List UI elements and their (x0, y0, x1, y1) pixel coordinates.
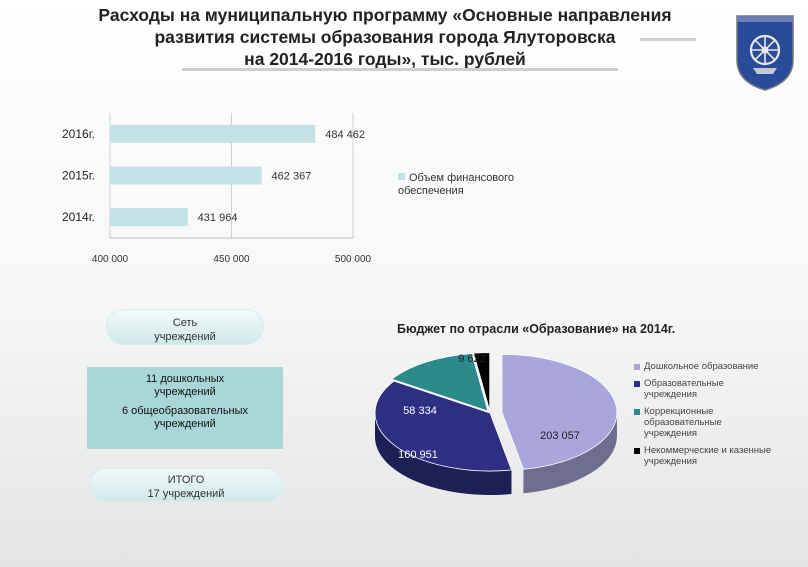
data-label: 484 462 (325, 129, 365, 141)
bar-chart-legend: Объем финансового обеспечения (398, 172, 538, 198)
pie-legend-label: учреждения (644, 389, 698, 400)
pie-data-label: 160 951 (398, 449, 438, 461)
title-underline-1 (640, 38, 696, 41)
x-tick-label: 400 000 (92, 254, 129, 265)
pie-chart-title: Бюджет по отрасли «Образование» на 2014г… (397, 322, 676, 336)
title-line-2: развития системы образования города Ялут… (154, 27, 616, 47)
coat-of-arms-icon (736, 15, 794, 91)
institutions-box: 11 дошкольных учреждений 6 общеобразоват… (87, 367, 283, 449)
x-tick-label: 500 000 (335, 254, 372, 265)
pie-legend-label: учреждения (644, 456, 698, 467)
legend-swatch (398, 173, 405, 180)
pie-slice-side (375, 413, 512, 495)
pie-legend-swatch (634, 448, 640, 454)
pie-slice (390, 353, 489, 412)
pie-data-label: 58 334 (403, 405, 437, 417)
pie-slice (501, 353, 618, 470)
bar (110, 166, 262, 185)
legend-label-line-1: Объем финансового (409, 172, 515, 184)
title-line-3: на 2014-2016 годы», тыс. рублей (244, 49, 526, 69)
pie-legend-label: Коррекционные (644, 406, 714, 417)
bar (110, 208, 188, 227)
category-label: 2015г. (62, 169, 95, 183)
network-header-line-2: учреждений (154, 331, 216, 343)
data-label: 462 367 (272, 171, 312, 183)
preschool-line-2: учреждений (154, 386, 216, 398)
pie-legend-swatch (634, 409, 640, 415)
pie-legend-label: Образовательные (644, 378, 724, 389)
data-label: 431 964 (198, 212, 238, 224)
budget-pie-chart: 203 057 160 951 58 334 9 622 (374, 352, 618, 495)
pie-legend-label: Дошкольное образование (644, 361, 759, 372)
pie-legend-swatch (634, 381, 640, 387)
pie-data-label: 203 057 (540, 430, 580, 442)
pie-legend-label: образовательные (644, 417, 722, 428)
pie-data-label: 9 622 (458, 353, 486, 365)
total-line-2: 17 учреждений (147, 488, 225, 500)
general-line-1: 6 общеобразовательных (121, 405, 249, 417)
pie-slice (473, 352, 491, 411)
pie-legend-item: Некоммерческие и казенные учреждения (634, 445, 804, 467)
category-label: 2016г. (62, 127, 95, 141)
page-title: Расходы на муниципальную программу «Осно… (40, 4, 730, 70)
legend-label-line-2: обеспечения (398, 185, 464, 197)
pie-legend-item: Дошкольное образование (634, 361, 804, 372)
pie-legend-item: Коррекционные образовательные учреждения (634, 406, 804, 439)
pie-legend-label: Некоммерческие и казенные (644, 445, 772, 456)
total-line-1: ИТОГО (167, 474, 205, 486)
title-line-1: Расходы на муниципальную программу «Осно… (98, 5, 672, 25)
pie-legend-item: Образовательные учреждения (634, 378, 804, 400)
general-line-2: учреждений (154, 418, 216, 430)
network-header-line-1: Сеть (172, 317, 198, 329)
pie-chart-legend: Дошкольное образование Образовательные учр… (634, 361, 804, 473)
network-header-pill: Сеть учреждений (106, 309, 264, 345)
x-tick-label: 450 000 (213, 254, 250, 265)
title-underline-2 (182, 68, 618, 71)
pie-legend-swatch (634, 364, 640, 370)
total-pill: ИТОГО 17 учреждений (89, 468, 283, 502)
pie-legend-label: учреждения (644, 428, 698, 439)
pie-slice (374, 380, 513, 472)
preschool-line-1: 11 дошкольных (145, 373, 225, 385)
bar (110, 124, 316, 143)
pie-slice-side (523, 412, 617, 494)
category-label: 2014г. (62, 210, 95, 224)
